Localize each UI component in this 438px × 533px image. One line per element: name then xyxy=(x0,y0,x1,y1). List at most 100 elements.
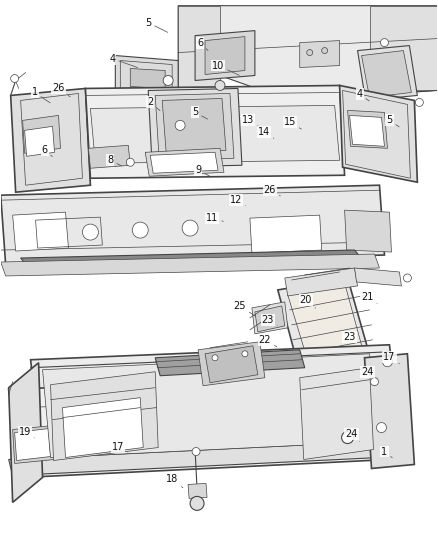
Text: 26: 26 xyxy=(52,84,70,97)
Polygon shape xyxy=(21,250,364,270)
Polygon shape xyxy=(145,148,224,176)
Polygon shape xyxy=(357,46,417,100)
Text: 9: 9 xyxy=(195,165,209,176)
Circle shape xyxy=(132,222,148,238)
Polygon shape xyxy=(205,346,258,383)
Circle shape xyxy=(126,158,134,166)
Text: 18: 18 xyxy=(166,474,183,488)
Text: 11: 11 xyxy=(206,213,223,223)
Polygon shape xyxy=(85,85,345,178)
Text: 4: 4 xyxy=(109,53,138,68)
Polygon shape xyxy=(11,88,90,192)
Polygon shape xyxy=(148,88,242,167)
Polygon shape xyxy=(255,306,285,332)
Polygon shape xyxy=(23,116,60,154)
Circle shape xyxy=(192,448,200,456)
Polygon shape xyxy=(31,345,399,445)
Polygon shape xyxy=(1,185,385,265)
Polygon shape xyxy=(115,55,178,110)
Text: 24: 24 xyxy=(361,367,377,378)
Text: 1: 1 xyxy=(381,447,392,458)
Text: 10: 10 xyxy=(212,61,240,75)
Polygon shape xyxy=(42,354,378,457)
Polygon shape xyxy=(50,372,158,461)
Polygon shape xyxy=(345,210,392,252)
Polygon shape xyxy=(288,283,371,394)
Polygon shape xyxy=(1,254,379,276)
Text: 6: 6 xyxy=(197,38,208,51)
Text: 1: 1 xyxy=(32,87,50,103)
Text: 4: 4 xyxy=(357,90,369,101)
Polygon shape xyxy=(339,85,417,182)
Text: 12: 12 xyxy=(230,195,246,206)
Circle shape xyxy=(415,99,424,107)
Circle shape xyxy=(82,224,99,240)
Polygon shape xyxy=(188,483,207,498)
Text: 8: 8 xyxy=(107,155,122,166)
Polygon shape xyxy=(178,6,220,100)
Polygon shape xyxy=(300,368,374,459)
Polygon shape xyxy=(9,363,42,503)
Circle shape xyxy=(190,496,204,511)
Polygon shape xyxy=(285,268,357,296)
Text: 13: 13 xyxy=(242,115,259,127)
Circle shape xyxy=(11,75,19,83)
Text: 23: 23 xyxy=(261,315,277,326)
Circle shape xyxy=(321,47,328,53)
Text: 24: 24 xyxy=(346,429,360,441)
Polygon shape xyxy=(364,354,414,469)
Polygon shape xyxy=(361,51,411,98)
Text: 2: 2 xyxy=(147,98,160,111)
Polygon shape xyxy=(155,350,305,376)
Polygon shape xyxy=(90,106,339,163)
Polygon shape xyxy=(355,268,401,286)
Polygon shape xyxy=(348,110,388,148)
Circle shape xyxy=(377,423,386,433)
Polygon shape xyxy=(9,441,379,475)
Polygon shape xyxy=(195,30,255,80)
Circle shape xyxy=(381,38,389,46)
Polygon shape xyxy=(162,99,226,152)
Circle shape xyxy=(307,50,313,55)
Polygon shape xyxy=(278,278,379,402)
Text: 25: 25 xyxy=(234,301,255,316)
Text: 5: 5 xyxy=(386,115,399,127)
Circle shape xyxy=(371,378,378,386)
Polygon shape xyxy=(13,425,54,464)
Text: 20: 20 xyxy=(300,295,315,308)
Text: 17: 17 xyxy=(112,441,128,452)
Polygon shape xyxy=(198,342,265,386)
Circle shape xyxy=(403,274,411,282)
Text: 14: 14 xyxy=(258,127,274,139)
Polygon shape xyxy=(25,126,54,156)
Circle shape xyxy=(242,351,248,357)
Circle shape xyxy=(212,355,218,361)
Polygon shape xyxy=(178,6,437,100)
Polygon shape xyxy=(88,146,130,168)
Polygon shape xyxy=(150,152,218,173)
Text: 23: 23 xyxy=(343,332,359,342)
Circle shape xyxy=(342,432,353,443)
Polygon shape xyxy=(13,212,68,251)
Text: 17: 17 xyxy=(383,352,399,364)
Polygon shape xyxy=(205,37,245,75)
Circle shape xyxy=(382,357,392,367)
Circle shape xyxy=(182,220,198,236)
Text: 22: 22 xyxy=(258,335,277,347)
Circle shape xyxy=(163,76,173,85)
Text: 15: 15 xyxy=(283,117,301,129)
Polygon shape xyxy=(14,429,50,461)
Circle shape xyxy=(175,120,185,131)
Polygon shape xyxy=(130,69,165,88)
Polygon shape xyxy=(350,116,385,147)
Polygon shape xyxy=(300,41,339,68)
Text: 5: 5 xyxy=(145,18,168,33)
Text: 21: 21 xyxy=(361,292,377,303)
Polygon shape xyxy=(370,6,437,91)
Text: 26: 26 xyxy=(264,185,280,196)
Polygon shape xyxy=(63,398,143,457)
Polygon shape xyxy=(252,302,288,334)
Polygon shape xyxy=(155,93,234,160)
Polygon shape xyxy=(250,215,321,253)
Text: 19: 19 xyxy=(18,426,34,438)
